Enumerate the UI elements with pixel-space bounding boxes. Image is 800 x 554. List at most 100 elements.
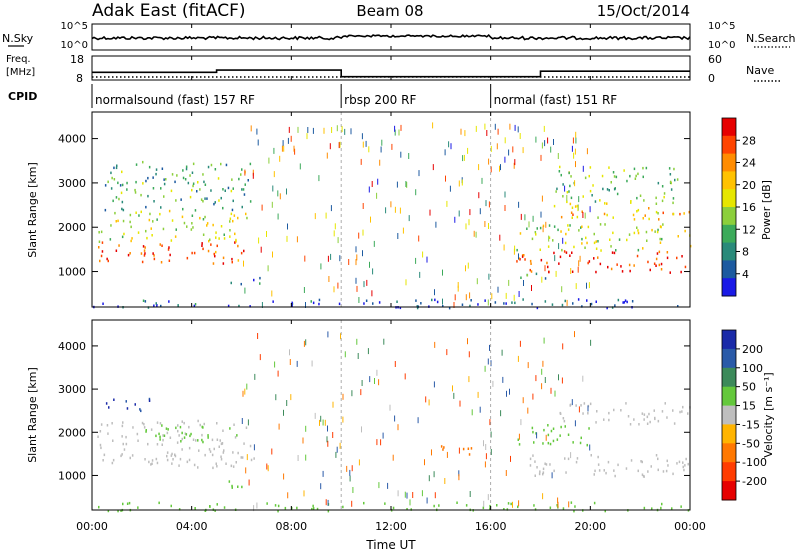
range-gate-cell	[553, 139, 554, 145]
range-gate-cell	[672, 409, 674, 412]
range-gate-cell	[216, 438, 219, 441]
range-gate-cell	[440, 445, 443, 448]
range-gate-cell	[560, 230, 562, 233]
range-gate-cell	[453, 302, 455, 308]
range-gate-cell	[637, 208, 640, 212]
range-gate-cell	[549, 442, 552, 446]
range-gate-cell	[177, 304, 179, 307]
range-gate-cell	[132, 426, 134, 429]
range-gate-cell	[159, 438, 161, 441]
range-gate-cell	[192, 438, 195, 441]
range-gate-cell	[122, 442, 124, 446]
range-gate-cell	[526, 274, 529, 277]
range-gate-cell	[405, 181, 407, 187]
range-gate-cell	[305, 339, 307, 346]
range-gate-cell	[646, 422, 649, 425]
range-gate-cell	[171, 219, 174, 222]
range-gate-cell	[587, 405, 589, 412]
range-gate-cell	[322, 419, 324, 426]
range-gate-cell	[385, 207, 387, 214]
range-gate-cell	[551, 303, 554, 306]
range-gate-cell	[188, 458, 191, 462]
range-gate-cell	[581, 242, 583, 245]
range-gate-cell	[168, 246, 170, 249]
range-gate-cell	[115, 196, 118, 199]
range-gate-cell	[682, 405, 684, 409]
range-gate-cell	[642, 166, 644, 170]
range-gate-cell	[167, 428, 169, 431]
range-gate-cell	[225, 462, 227, 465]
range-gate-cell	[378, 379, 380, 386]
range-gate-cell	[389, 404, 391, 411]
range-gate-cell	[161, 424, 163, 427]
range-gate-cell	[190, 432, 192, 436]
range-gate-cell	[277, 190, 279, 197]
range-gate-cell	[197, 439, 199, 442]
range-gate-cell	[394, 125, 396, 132]
range-gate-cell	[225, 163, 228, 167]
range-gate-cell	[575, 131, 577, 138]
range-gate-cell	[232, 451, 234, 454]
range-gate-cell	[578, 229, 580, 232]
range-gate-cell	[479, 406, 481, 413]
range-gate-cell	[122, 421, 124, 424]
range-gate-cell	[259, 282, 261, 285]
range-gate-cell	[211, 438, 214, 442]
range-gate-cell	[637, 248, 640, 252]
range-gate-cell	[617, 298, 620, 302]
range-gate-cell	[557, 153, 559, 159]
range-gate-cell	[433, 471, 435, 478]
range-gate-cell	[645, 230, 648, 234]
frequency-series	[92, 69, 690, 78]
range-gate-cell	[192, 226, 194, 229]
range-gate-cell	[465, 504, 468, 507]
range-gate-cell	[266, 502, 268, 505]
range-gate-cell	[107, 259, 109, 263]
colorbar-tick-label: 8	[742, 246, 749, 259]
range-gate-cell	[633, 418, 635, 421]
range-gate-cell	[548, 236, 551, 239]
range-gate-cell	[559, 165, 561, 169]
range-gate-cell	[532, 454, 534, 457]
range-gate-cell	[639, 194, 642, 197]
range-gate-cell	[445, 175, 446, 182]
range-gate-cell	[120, 191, 123, 195]
range-gate-cell	[416, 306, 419, 310]
range-gate-cell	[216, 503, 218, 506]
range-gate-cell	[663, 192, 666, 195]
nave-tick-bottom: 0	[708, 72, 715, 85]
range-gate-cell	[630, 200, 632, 203]
range-gate-cell	[110, 224, 112, 227]
range-gate-cell	[612, 216, 614, 219]
range-gate-cell	[576, 457, 579, 460]
range-gate-cell	[485, 453, 487, 460]
range-gate-cell	[532, 430, 534, 434]
range-gate-cell	[121, 183, 124, 187]
range-gate-cell	[431, 298, 433, 302]
range-gate-cell	[662, 223, 664, 226]
range-gate-cell	[169, 436, 172, 439]
range-gate-cell	[261, 204, 263, 211]
range-gate-cell	[199, 188, 201, 191]
range-gate-cell	[240, 251, 243, 255]
range-gate-cell	[557, 501, 559, 508]
range-gate-cell	[229, 235, 231, 238]
x-tick-label: 12:00	[375, 520, 407, 533]
range-gate-cell	[283, 473, 285, 480]
range-gate-cell	[575, 161, 576, 168]
range-gate-cell	[363, 302, 365, 305]
range-gate-cell	[311, 507, 313, 511]
range-gate-cell	[531, 237, 534, 241]
range-gate-cell	[129, 220, 131, 224]
range-gate-cell	[199, 216, 201, 220]
range-gate-cell	[126, 502, 129, 505]
range-gate-cell	[180, 440, 182, 443]
range-gate-cell	[595, 300, 597, 303]
range-gate-cell	[672, 201, 674, 205]
range-gate-cell	[120, 509, 122, 512]
range-gate-cell	[113, 398, 115, 401]
range-gate-cell	[118, 197, 120, 201]
range-gate-cell	[562, 183, 564, 186]
range-gate-cell	[220, 442, 223, 446]
range-gate-cell	[121, 207, 123, 211]
